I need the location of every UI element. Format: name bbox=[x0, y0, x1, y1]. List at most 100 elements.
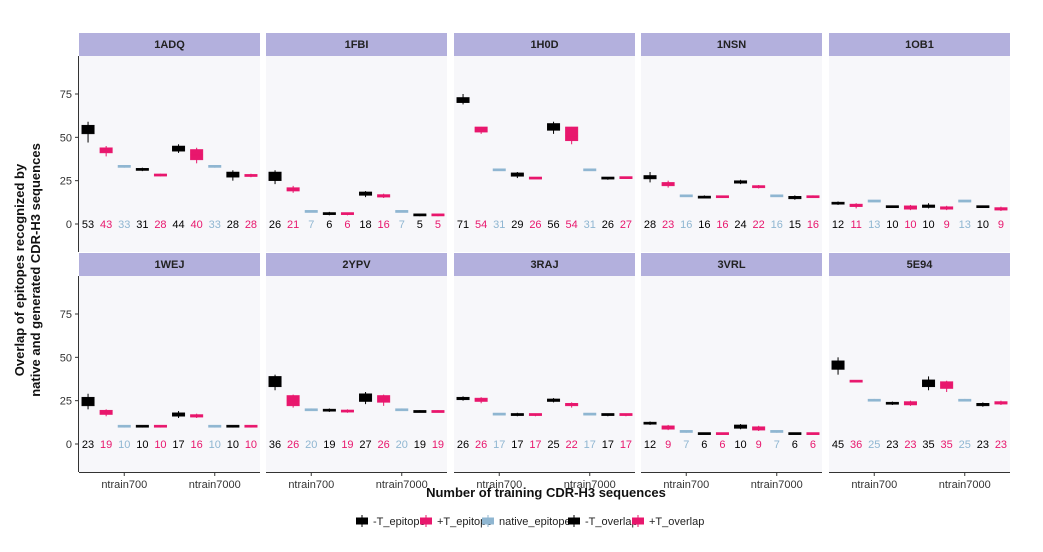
count-label: 28 bbox=[245, 219, 257, 231]
box-+T_epitope-ntrain700: 21 bbox=[286, 185, 300, 231]
facet-panel-3raj: 3RAJ ntrain700 ntrain7000 26 26 17 17 17 25 22 17 1… bbox=[454, 253, 635, 491]
box-native_epitope-ntrain700: 7 bbox=[304, 210, 318, 231]
count-label: 19 bbox=[414, 439, 426, 451]
facet-panel-1ob1: 1OB1 12 11 13 10 10 10 9 13 10 9 bbox=[829, 33, 1010, 252]
box-iqr bbox=[81, 124, 95, 135]
box--T_epitope-ntrain700: 45 bbox=[831, 357, 845, 451]
y-axis-title-line2: native and generated CDR-H3 sequences bbox=[28, 143, 43, 397]
count-label: 17 bbox=[172, 439, 184, 451]
box--T_epitope-ntrain7000: 17 bbox=[172, 411, 186, 451]
box--T_epitope-ntrain700: 12 bbox=[643, 421, 657, 451]
count-label: 13 bbox=[868, 219, 880, 231]
count-label: 23 bbox=[82, 439, 94, 451]
count-label: 16 bbox=[698, 219, 710, 231]
legend-label: +T_overlap bbox=[649, 516, 704, 528]
count-label: 10 bbox=[977, 219, 989, 231]
box-+T_overlap-ntrain700: 19 bbox=[340, 409, 354, 451]
box-+T_overlap-ntrain700: 10 bbox=[903, 204, 917, 231]
count-label: 7 bbox=[399, 219, 405, 231]
count-label: 31 bbox=[136, 219, 148, 231]
count-label: 17 bbox=[529, 439, 541, 451]
count-label: 9 bbox=[944, 219, 950, 231]
legend-key-box bbox=[482, 517, 494, 525]
box--T_epitope-ntrain700: 28 bbox=[643, 172, 657, 231]
count-label: 27 bbox=[620, 219, 632, 231]
panel-background bbox=[79, 276, 260, 472]
x-tick-label: ntrain7000 bbox=[939, 479, 991, 491]
box-native_epitope-ntrain700: 31 bbox=[492, 168, 506, 231]
count-label: 16 bbox=[771, 219, 783, 231]
box-native_epitope-ntrain7000: 13 bbox=[958, 199, 972, 231]
legend-item--T_overlap: -T_overlap bbox=[568, 515, 638, 528]
count-label: 31 bbox=[584, 219, 596, 231]
count-label: 10 bbox=[136, 439, 148, 451]
count-label: 40 bbox=[191, 219, 203, 231]
box-+T_epitope-ntrain700: 19 bbox=[99, 409, 113, 451]
box-+T_epitope-ntrain700: 36 bbox=[849, 379, 863, 451]
box-+T_overlap-ntrain700: 28 bbox=[153, 173, 167, 231]
x-tick-label: ntrain7000 bbox=[189, 479, 241, 491]
box--T_overlap-ntrain700: 10 bbox=[885, 205, 899, 231]
box--T_overlap-ntrain7000: 5 bbox=[413, 213, 427, 231]
count-label: 10 bbox=[734, 439, 746, 451]
count-label: 28 bbox=[154, 219, 166, 231]
count-label: 10 bbox=[118, 439, 130, 451]
panel-background bbox=[266, 276, 447, 472]
box--T_overlap-ntrain7000: 17 bbox=[601, 413, 615, 451]
box-native_epitope-ntrain700: 17 bbox=[492, 412, 506, 451]
panel-background bbox=[641, 56, 822, 252]
box--T_overlap-ntrain7000: 6 bbox=[788, 432, 802, 451]
x-axis-title: Number of training CDR-H3 sequences bbox=[426, 485, 666, 500]
box-+T_overlap-ntrain7000: 10 bbox=[244, 424, 258, 451]
count-label: 16 bbox=[378, 219, 390, 231]
box-iqr bbox=[81, 396, 95, 407]
box-+T_epitope-ntrain7000: 16 bbox=[190, 413, 204, 451]
legend-item-native_epitope: native_epitope bbox=[482, 515, 571, 528]
box-iqr bbox=[474, 126, 488, 133]
count-label: 9 bbox=[665, 439, 671, 451]
facet-strip-label: 1WEJ bbox=[155, 259, 185, 271]
count-label: 9 bbox=[998, 219, 1004, 231]
facet-strip bbox=[829, 253, 1010, 276]
box-iqr bbox=[565, 126, 579, 142]
box-+T_epitope-ntrain700: 54 bbox=[474, 126, 488, 231]
count-label: 26 bbox=[475, 439, 487, 451]
count-label: 31 bbox=[493, 219, 505, 231]
count-label: 33 bbox=[118, 219, 130, 231]
facet-panel-5e94: 5E94 ntrain700 ntrain7000 45 36 25 23 23 35 35 25 2… bbox=[829, 253, 1010, 491]
box-iqr bbox=[99, 147, 113, 154]
count-label: 17 bbox=[620, 439, 632, 451]
count-label: 16 bbox=[191, 439, 203, 451]
count-label: 15 bbox=[789, 219, 801, 231]
count-label: 16 bbox=[807, 219, 819, 231]
facet-strip bbox=[266, 33, 447, 56]
facet-panel-1nsn: 1NSN 28 23 16 16 16 24 22 16 15 16 bbox=[641, 33, 822, 252]
legend-label: native_epitope bbox=[499, 516, 571, 528]
box-native_epitope-ntrain7000: 33 bbox=[208, 165, 222, 231]
count-label: 7 bbox=[683, 439, 689, 451]
facet-strip bbox=[829, 33, 1010, 56]
y-tick-label: 25 bbox=[60, 396, 72, 408]
box--T_epitope-ntrain700: 53 bbox=[81, 121, 95, 231]
box-native_epitope-ntrain700: 33 bbox=[117, 165, 131, 231]
box--T_epitope-ntrain700: 36 bbox=[268, 374, 282, 451]
box-iqr bbox=[359, 393, 373, 402]
count-label: 10 bbox=[227, 439, 239, 451]
y-tick-label: 0 bbox=[66, 219, 72, 231]
box--T_epitope-ntrain700: 71 bbox=[456, 94, 470, 231]
facet-panel-2ypv: 2YPV ntrain700 ntrain7000 36 26 20 19 19 27 26 20 1… bbox=[266, 253, 447, 491]
legend-label: -T_epitope bbox=[373, 516, 426, 528]
count-label: 6 bbox=[701, 439, 707, 451]
count-label: 18 bbox=[359, 219, 371, 231]
facet-panel-1adq: 1ADQ 0 25 50 75 53 43 33 31 28 44 40 33 28 28 bbox=[60, 33, 260, 252]
box-+T_epitope-ntrain700: 9 bbox=[661, 424, 675, 451]
facet-strip-label: 3VRL bbox=[717, 259, 745, 271]
count-label: 71 bbox=[457, 219, 469, 231]
box-+T_epitope-ntrain700: 23 bbox=[661, 180, 675, 231]
box--T_overlap-ntrain7000: 10 bbox=[976, 205, 990, 231]
count-label: 7 bbox=[308, 219, 314, 231]
box-iqr bbox=[226, 171, 240, 178]
box-native_epitope-ntrain7000: 7 bbox=[770, 430, 784, 451]
legend-item--T_epitope: -T_epitope bbox=[356, 515, 426, 528]
